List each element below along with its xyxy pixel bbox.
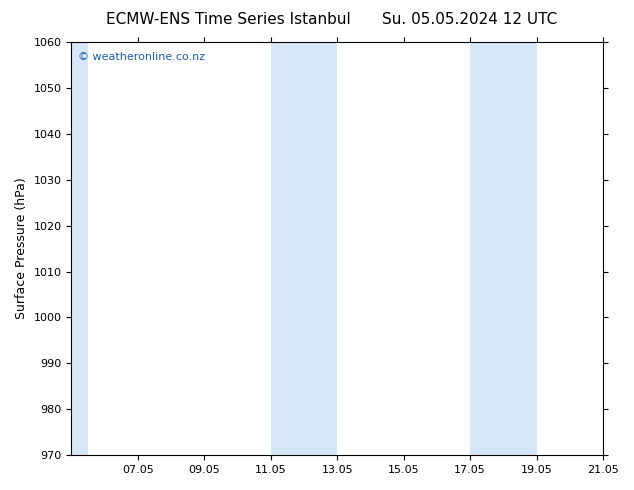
Text: ECMW-ENS Time Series Istanbul: ECMW-ENS Time Series Istanbul	[106, 12, 351, 27]
Bar	[503, 42, 536, 455]
Bar	[304, 42, 337, 455]
Bar	[271, 42, 304, 455]
Bar	[470, 42, 503, 455]
Y-axis label: Surface Pressure (hPa): Surface Pressure (hPa)	[15, 178, 28, 319]
Bar	[72, 42, 88, 455]
Text: © weatheronline.co.nz: © weatheronline.co.nz	[78, 52, 205, 62]
Text: Su. 05.05.2024 12 UTC: Su. 05.05.2024 12 UTC	[382, 12, 557, 27]
